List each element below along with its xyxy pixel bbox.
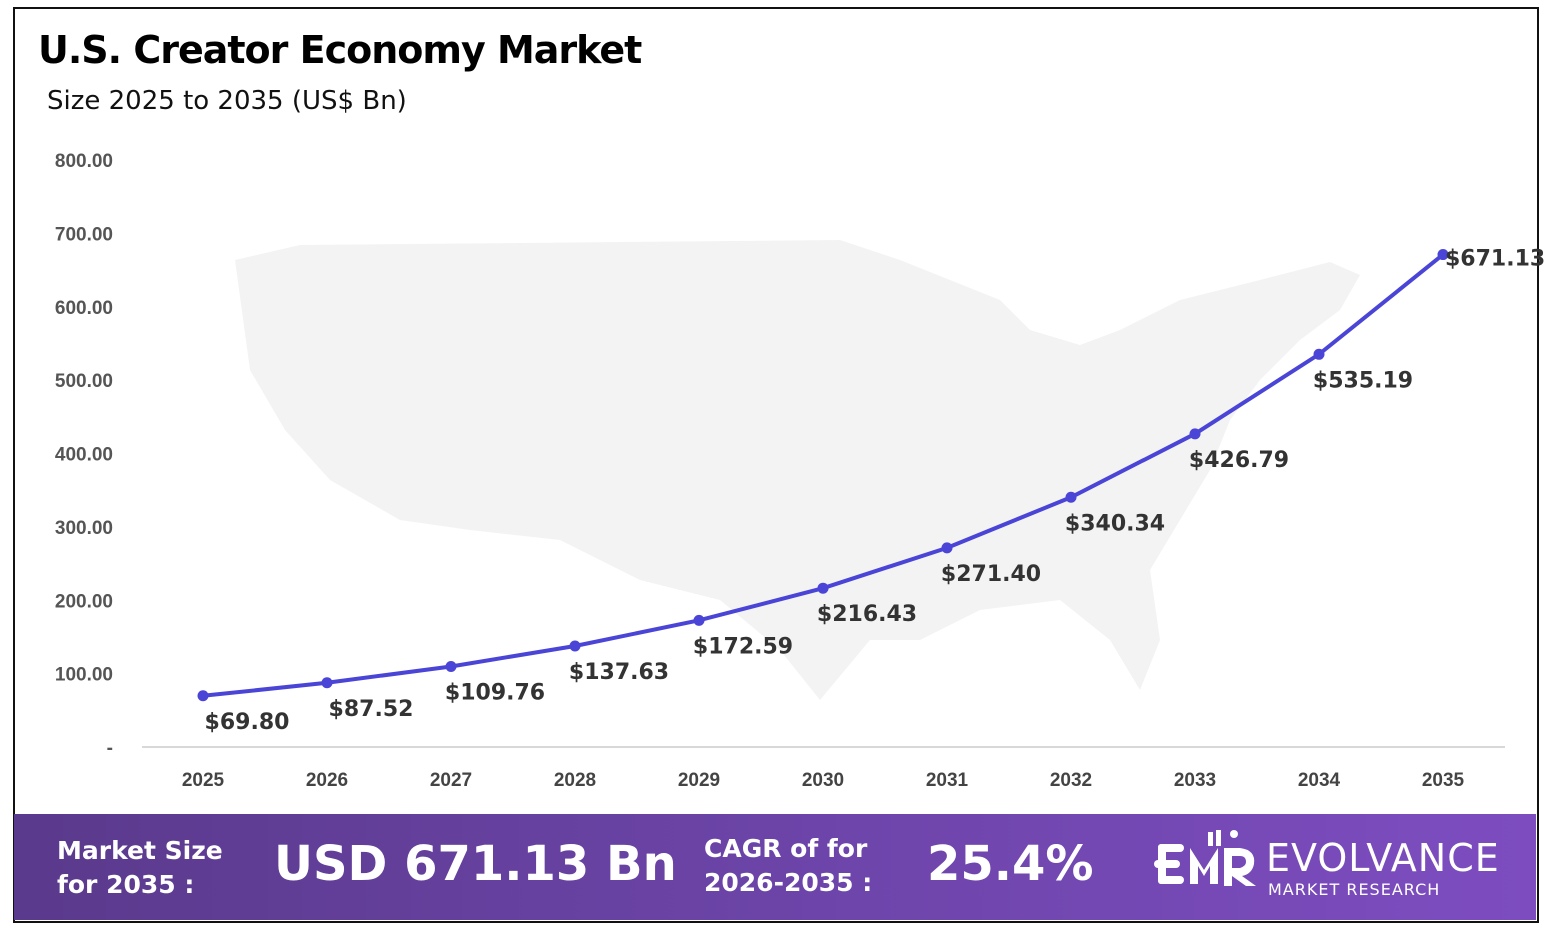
chart-frame [13,7,1539,923]
x-tick-label: 2034 [1298,770,1341,791]
y-tick-label: 300.00 [55,518,113,539]
data-point [197,690,209,702]
y-tick-label: 500.00 [55,371,113,392]
summary-footer: Market Size for 2035 : USD 671.13 Bn CAG… [14,814,1536,920]
data-label: $69.80 [205,710,290,735]
x-tick-label: 2025 [182,770,225,791]
data-label: $271.40 [941,562,1041,587]
cagr-value: 25.4% [927,836,1094,892]
market-size-label-line2: for 2035 : [57,870,195,899]
y-tick-label: 600.00 [55,298,113,319]
y-tick-label: 800.00 [55,151,113,172]
y-tick-label: 200.00 [55,591,113,612]
x-tick-label: 2026 [306,770,348,791]
data-point [693,614,705,626]
x-tick-label: 2030 [802,770,844,791]
data-point [321,677,333,689]
y-tick-label: - [107,738,113,759]
x-tick-label: 2032 [1050,770,1092,791]
x-tick-label: 2029 [678,770,720,791]
x-tick-label: 2033 [1174,770,1216,791]
data-label: $426.79 [1189,448,1289,473]
data-point [941,542,953,554]
market-size-value: USD 671.13 Bn [274,836,677,892]
data-point [569,640,581,652]
emr-logo-icon [1154,830,1256,886]
logo-name: EVOLVANCE [1266,836,1500,880]
data-point [1065,491,1077,503]
data-label: $172.59 [693,634,793,659]
data-point [445,660,457,672]
cagr-label-line1: CAGR of for [704,834,868,863]
data-point [1189,428,1201,440]
data-label: $87.52 [329,697,414,722]
chart-subtitle: Size 2025 to 2035 (US$ Bn) [47,86,407,116]
data-label: $137.63 [569,660,669,685]
data-point [1437,249,1449,261]
market-size-label: Market Size for 2035 : [57,834,257,902]
chart-title: U.S. Creator Economy Market [38,28,642,72]
cagr-label-line2: 2026-2035 : [704,868,873,897]
x-tick-label: 2031 [926,770,969,791]
evolvance-logo: EVOLVANCE MARKET RESEARCH [1154,830,1514,900]
x-tick-label: 2028 [554,770,596,791]
data-label: $340.34 [1065,511,1165,536]
data-label: $671.13 [1445,247,1545,272]
y-tick-label: 100.00 [55,665,113,686]
data-label: $109.76 [445,680,545,705]
us-map-silhouette [235,240,1360,700]
market-size-label-line1: Market Size [57,836,223,865]
logo-subtitle: MARKET RESEARCH [1268,880,1441,899]
data-point [817,582,829,594]
x-tick-label: 2027 [430,770,472,791]
y-tick-label: 400.00 [55,445,113,466]
data-label: $216.43 [817,602,917,627]
y-tick-label: 700.00 [55,224,113,245]
x-tick-label: 2035 [1422,770,1465,791]
data-label: $535.19 [1313,368,1413,393]
data-point [1313,348,1325,360]
cagr-label: CAGR of for 2026-2035 : [704,832,904,900]
